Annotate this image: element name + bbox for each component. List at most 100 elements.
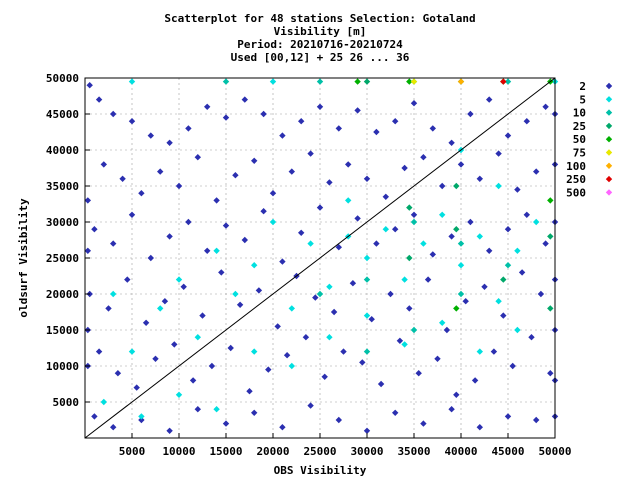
legend-marker [605, 175, 613, 183]
title-line-3: Period: 20210716-20210724 [237, 38, 403, 51]
data-point-series-2 [345, 161, 352, 168]
data-point-series-5 [382, 226, 389, 233]
data-point-series-2 [265, 366, 272, 373]
data-point-series-2 [222, 420, 230, 427]
data-point-series-2 [448, 406, 455, 413]
data-point-series-2 [185, 218, 192, 226]
data-point-series-2 [84, 197, 92, 204]
data-point-series-2 [486, 247, 493, 254]
x-tick-label: 10000 [162, 445, 195, 458]
data-point-series-2 [105, 305, 112, 312]
data-point-series-2 [415, 370, 422, 377]
data-point-series-5 [439, 319, 446, 326]
data-point-series-2 [138, 416, 145, 424]
data-point-series-5 [457, 262, 465, 269]
data-point-series-10 [363, 348, 371, 355]
data-point-series-2 [326, 179, 333, 186]
title-line-2: Visibility [m] [274, 25, 367, 38]
data-point-series-5 [128, 78, 136, 85]
data-point-series-100 [457, 78, 465, 85]
data-point-series-2 [462, 298, 469, 305]
data-point-series-2 [392, 118, 399, 125]
data-point-series-5 [326, 283, 333, 290]
data-point-series-25 [406, 254, 413, 262]
legend-label: 2 [579, 80, 586, 93]
data-point-series-2 [354, 107, 361, 114]
legend-marker [605, 189, 613, 196]
data-point-series-2 [533, 168, 540, 175]
data-point-series-5 [401, 341, 408, 348]
data-point-series-2 [138, 190, 145, 197]
data-point-series-2 [523, 118, 530, 125]
y-tick-label: 10000 [46, 360, 79, 373]
data-point-series-2 [542, 103, 549, 110]
data-point-series-2 [119, 175, 126, 182]
data-point-series-2 [307, 150, 314, 157]
data-point-series-2 [161, 298, 169, 305]
x-axis-label: OBS Visibility [274, 464, 367, 477]
data-point-series-2 [236, 301, 244, 308]
legend-marker [605, 109, 613, 116]
data-point-series-2 [533, 416, 540, 424]
y-axis-ticks: 5000 10000 15000 20000 25000 30000 35000 40000 4… [46, 72, 90, 409]
data-point-series-2 [204, 103, 211, 110]
data-point-series-2 [518, 269, 526, 276]
data-point-series-2 [481, 283, 488, 290]
x-tick-label: 15000 [209, 445, 242, 458]
data-point-series-5 [138, 413, 145, 420]
data-point-series-2 [401, 164, 408, 172]
diagonal-line [84, 77, 556, 439]
legend-label: 250 [566, 173, 586, 186]
data-point-series-2 [335, 416, 342, 424]
data-point-series-25 [406, 204, 413, 211]
data-point-series-2 [387, 290, 394, 298]
data-point-series-2 [124, 276, 131, 283]
data-point-series-2 [448, 233, 455, 240]
data-point-series-2 [147, 254, 154, 262]
data-point-series-25 [453, 226, 460, 233]
data-point-series-2 [490, 348, 498, 355]
legend-marker [605, 136, 613, 143]
data-point-series-2 [448, 139, 455, 146]
data-point-series-2 [316, 204, 324, 211]
data-point-series-2 [218, 269, 225, 276]
data-point-series-2 [363, 427, 371, 434]
legend-label: 50 [573, 133, 586, 146]
data-point-series-2 [194, 406, 201, 413]
data-point-series-2 [406, 305, 413, 312]
data-point-series-2 [321, 373, 328, 380]
data-point-series-2 [392, 226, 399, 233]
data-point-series-2 [476, 424, 483, 431]
data-point-series-2 [208, 362, 216, 370]
data-point-series-5 [345, 197, 352, 204]
x-tick-label: 25000 [303, 445, 336, 458]
data-point-series-2 [424, 276, 432, 283]
data-point-series-5 [157, 305, 164, 312]
data-point-series-2 [189, 377, 197, 384]
data-point-series-2 [110, 240, 117, 247]
data-point-series-2 [227, 344, 234, 352]
data-point-series-2 [157, 168, 164, 175]
chart-title: Scatterplot for 48 stations Selection: G… [164, 12, 475, 64]
data-point-series-2 [232, 172, 239, 179]
data-point-series-10 [504, 262, 512, 269]
legend-label: 25 [573, 120, 586, 133]
data-point-series-2 [152, 355, 159, 362]
data-point-series-2 [547, 370, 554, 377]
data-point-series-5 [175, 391, 183, 398]
data-point-series-10 [316, 78, 324, 85]
y-tick-label: 30000 [46, 216, 79, 229]
y-tick-label: 25000 [46, 252, 79, 265]
data-point-series-2 [368, 316, 375, 323]
data-point-series-2 [514, 186, 521, 193]
x-tick-label: 20000 [256, 445, 289, 458]
data-point-series-2 [420, 154, 427, 161]
data-point-series-2 [392, 409, 399, 416]
data-point-series-2 [373, 128, 380, 136]
data-point-series-5 [495, 298, 502, 305]
data-point-series-2 [222, 222, 230, 229]
data-point-series-5 [232, 290, 239, 298]
data-point-series-25 [363, 78, 371, 85]
